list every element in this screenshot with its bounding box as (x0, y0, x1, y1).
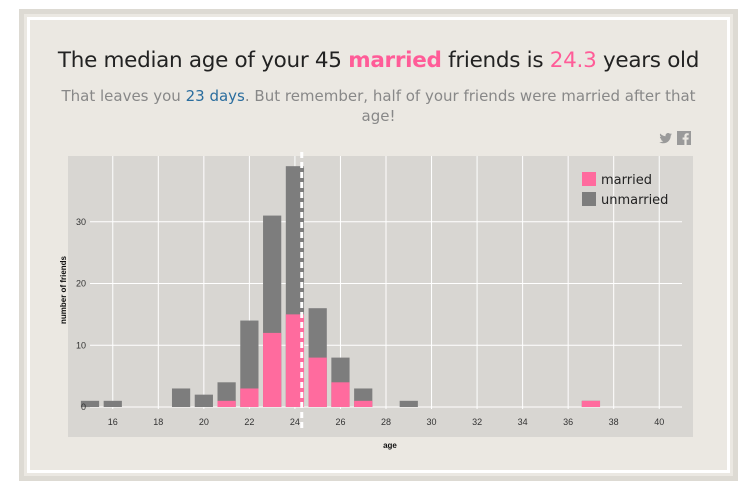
subheadline-prefix: That leaves you (61, 87, 181, 105)
y-tick-label: 10 (76, 340, 86, 350)
bar-unmarried (103, 400, 122, 407)
bar-married (331, 382, 350, 407)
legend-label-married: married (601, 173, 652, 188)
bar-unmarried (194, 394, 213, 407)
bar-unmarried (240, 320, 259, 407)
bar-married (240, 388, 259, 407)
headline: The median age of your 45 married friend… (27, 48, 730, 73)
subheadline-days: 23 days (185, 87, 245, 105)
x-tick-label: 26 (335, 417, 345, 427)
bar-unmarried (399, 400, 418, 407)
bars (80, 166, 601, 407)
y-tick-label: 30 (76, 217, 86, 227)
x-tick-label: 38 (609, 417, 619, 427)
bar-married (217, 400, 236, 407)
y-tick-label: 20 (76, 279, 86, 289)
subheadline-suffix: . But remember, half of your friends wer… (244, 87, 696, 125)
x-tick-label: 40 (654, 417, 664, 427)
x-tick-label: 32 (472, 417, 482, 427)
bar-married (263, 332, 282, 407)
headline-middle: friends is (448, 48, 544, 73)
x-tick-label: 34 (518, 417, 528, 427)
legend-swatch-unmarried (582, 192, 596, 206)
x-tick-label: 20 (199, 417, 209, 427)
x-tick-label: 16 (108, 417, 118, 427)
card-inner-border (27, 17, 730, 473)
y-tick-labels: 0 10 20 30 (76, 217, 86, 412)
share-icons (659, 130, 691, 146)
subheadline: That leaves you 23 days. But remember, h… (60, 86, 697, 126)
legend: married unmarried (582, 172, 668, 208)
x-tick-label: 28 (381, 417, 391, 427)
x-tick-label: 18 (153, 417, 163, 427)
y-axis-label: number of friends (59, 255, 68, 324)
y-tick-label: 0 (81, 402, 86, 412)
facebook-icon[interactable] (677, 131, 691, 145)
headline-married-word: married (348, 48, 442, 73)
bar-unmarried (171, 388, 191, 407)
x-tick-label: 22 (244, 417, 254, 427)
x-tick-label: 36 (563, 417, 573, 427)
x-tick-labels: 16 18 20 22 24 26 28 30 32 34 36 38 40 (108, 417, 664, 427)
bar-married (581, 400, 601, 407)
headline-median: 24.3 (549, 48, 597, 73)
x-axis-label: age (383, 441, 397, 450)
headline-prefix: The median age of your (57, 48, 309, 73)
headline-count: 45 (314, 48, 342, 73)
headline-suffix: years old (603, 48, 700, 73)
twitter-icon[interactable] (659, 131, 673, 145)
bar-unmarried (80, 400, 100, 407)
bar-married (308, 357, 327, 407)
bar-married (285, 314, 305, 407)
bar-married (354, 400, 373, 407)
x-tick-label: 30 (427, 417, 437, 427)
legend-swatch-married (582, 172, 596, 186)
plot-area (68, 156, 693, 437)
x-tick-label: 24 (290, 417, 300, 427)
legend-label-unmarried: unmarried (601, 193, 668, 208)
